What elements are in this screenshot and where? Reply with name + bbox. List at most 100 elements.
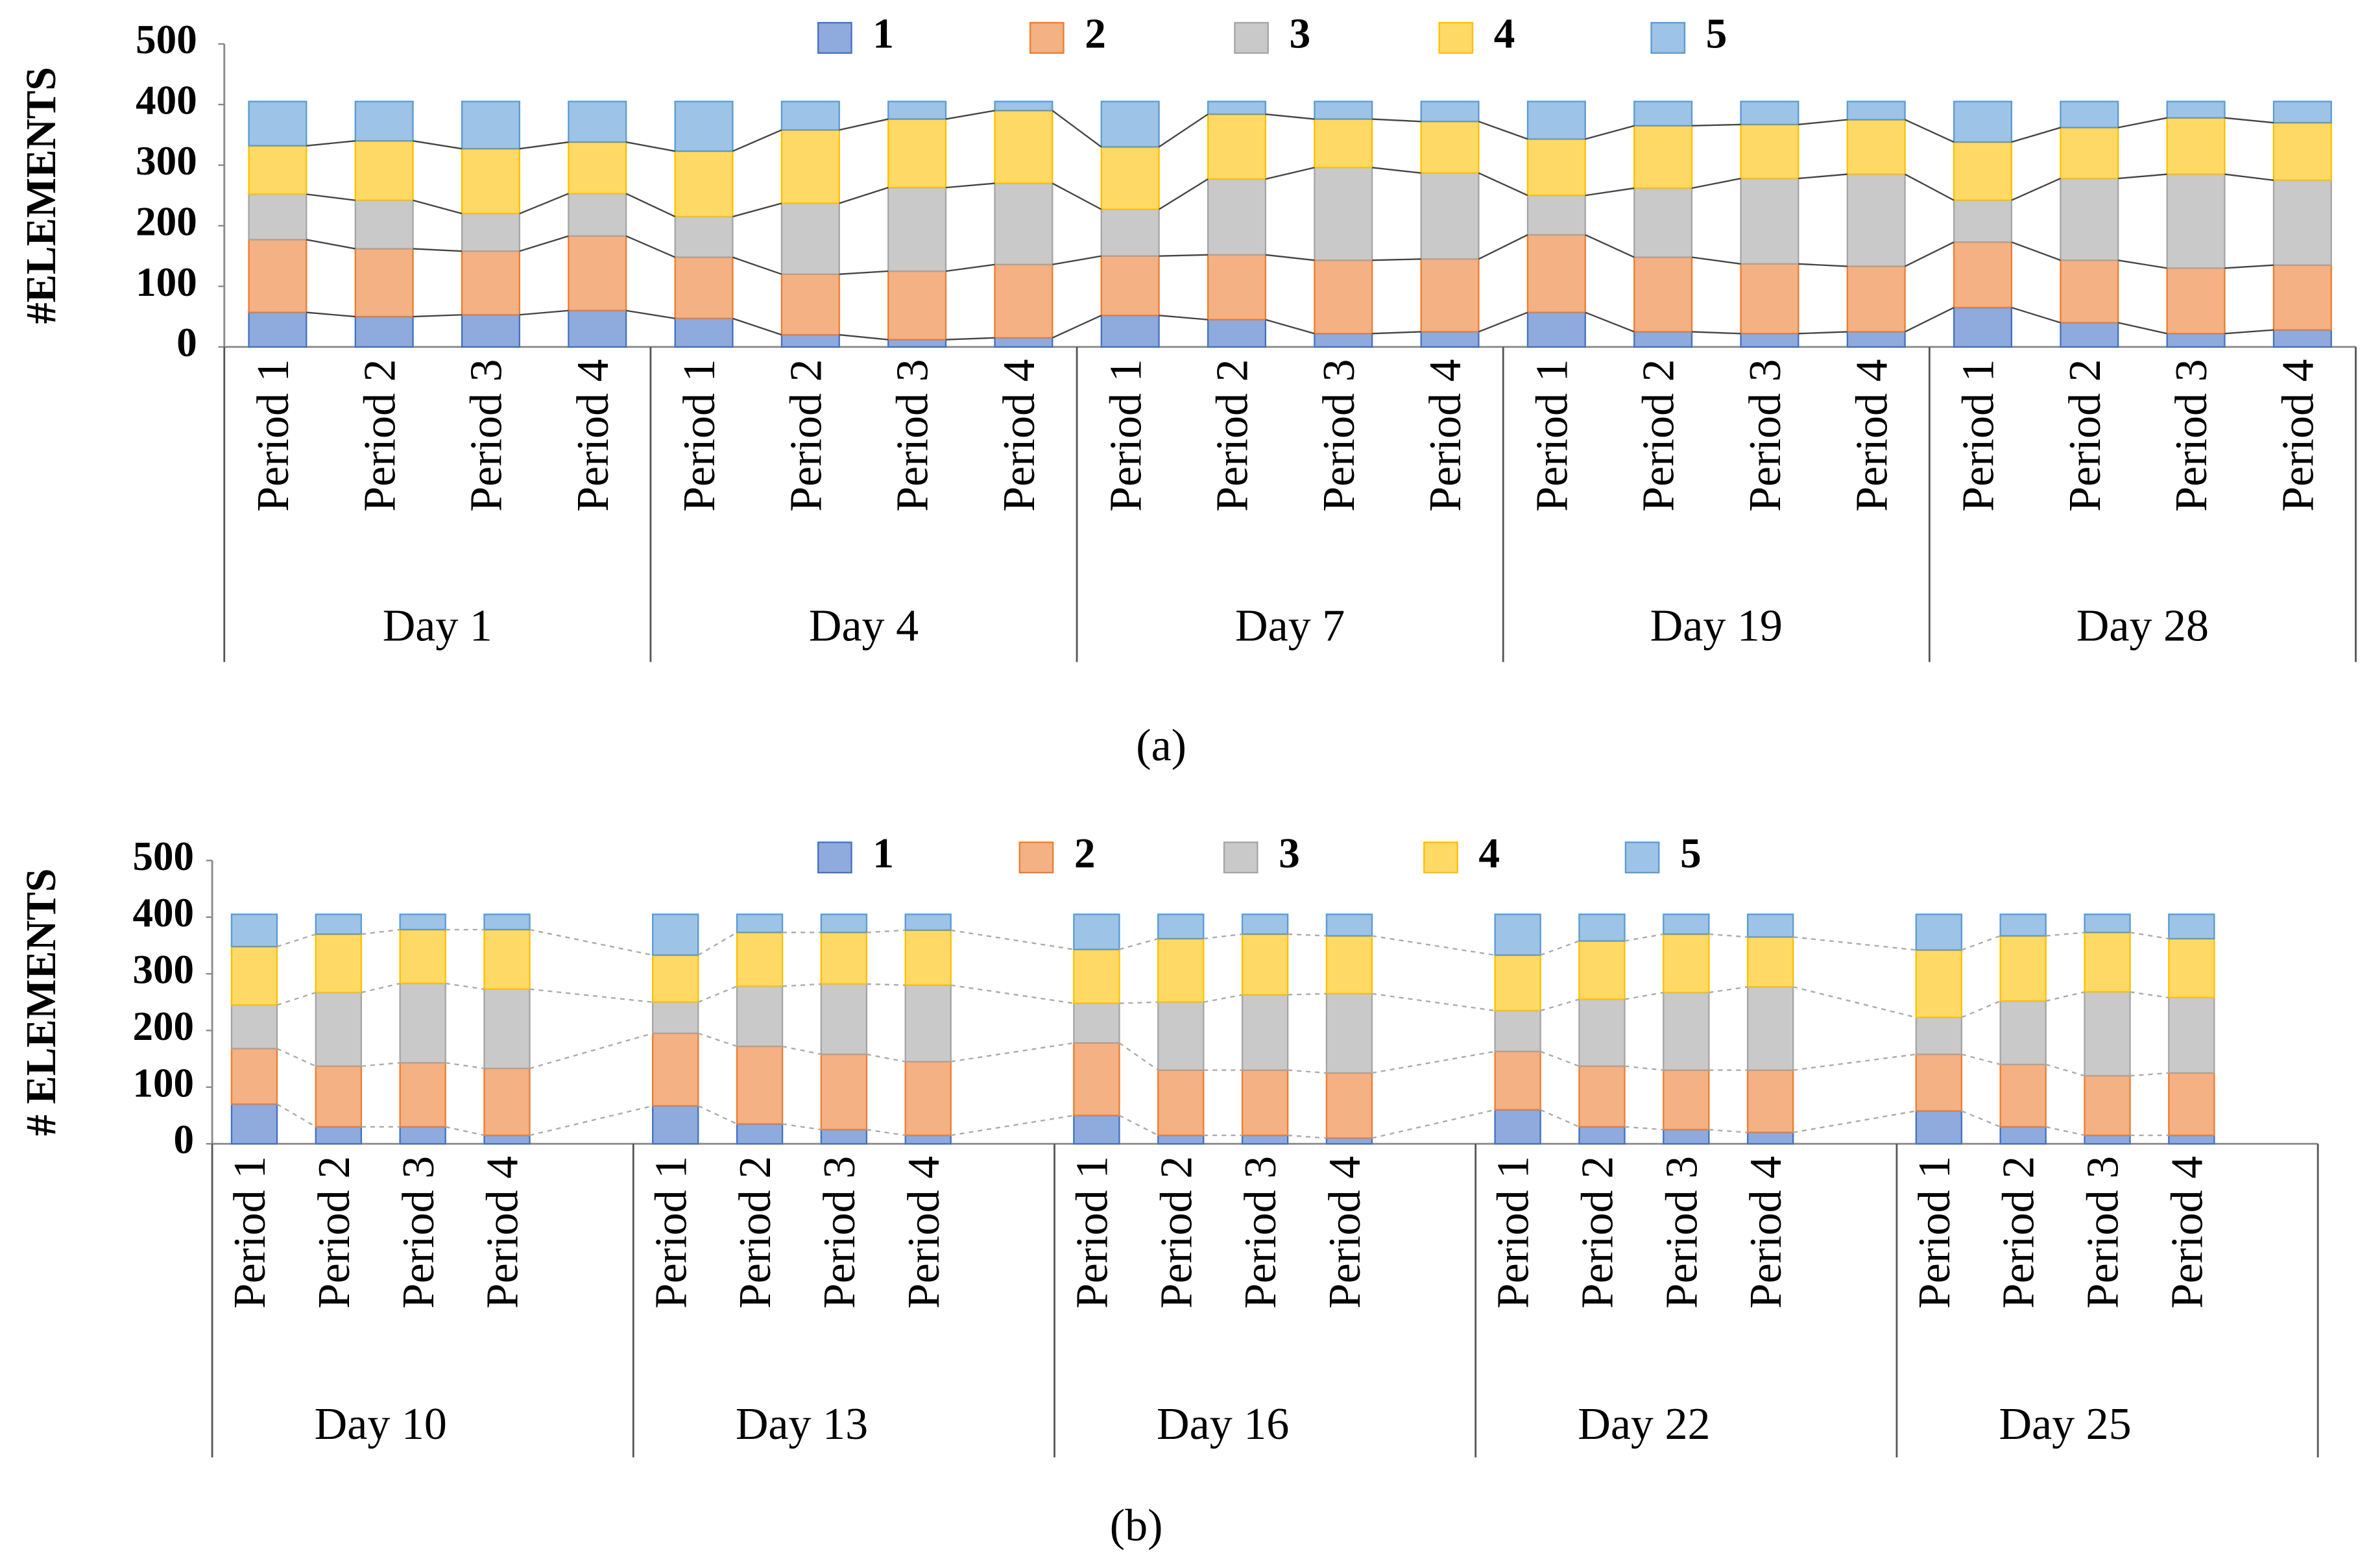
series-line: [1540, 940, 1580, 956]
legend-label: 1: [873, 830, 894, 877]
bar-segment: [315, 1065, 363, 1128]
bar-segment: [1526, 101, 1586, 140]
series-line: [1478, 172, 1528, 197]
bar-segment: [461, 314, 521, 348]
x-tick-label: Period 4: [2162, 1156, 2212, 1309]
bar-segment: [820, 1129, 868, 1145]
series-line: [1540, 998, 1580, 1011]
y-tick-label: 300: [136, 138, 197, 184]
bar-segment: [399, 928, 446, 985]
bar-segment: [230, 913, 278, 948]
bar-segment: [1663, 913, 1710, 935]
bar-segment: [1633, 125, 1693, 189]
series-line: [1798, 263, 1847, 267]
series-line: [276, 991, 317, 1006]
series-line: [413, 314, 463, 318]
series-line: [2130, 991, 2169, 998]
bar-segment: [568, 193, 627, 237]
legend-label: 3: [1289, 10, 1310, 57]
series-line: [1905, 119, 1955, 143]
series-line: [519, 193, 569, 215]
bar-segment: [1157, 913, 1205, 940]
bar-segment: [1633, 331, 1693, 348]
series-line: [782, 1123, 822, 1131]
bar-segment: [1494, 1050, 1541, 1111]
x-tick-label: Period 1: [1489, 1156, 1539, 1309]
series-line: [625, 193, 676, 217]
series-line: [1540, 1109, 1580, 1128]
bar-segment: [1953, 199, 2013, 243]
bar-segment: [399, 1126, 446, 1145]
x-tick-label: Period 2: [730, 1156, 780, 1309]
bar-segment: [1207, 101, 1267, 115]
bar-segment: [1915, 949, 1963, 1019]
bar-segment: [1073, 1115, 1120, 1145]
series-line: [1288, 1134, 1327, 1139]
series-line: [1905, 173, 1955, 201]
bar-segment: [887, 339, 947, 348]
bar-segment: [994, 110, 1053, 184]
series-line: [1905, 241, 1955, 267]
bar-segment: [674, 215, 734, 258]
bar-segment: [1915, 913, 1963, 951]
bar-segment: [1526, 138, 1586, 197]
x-tick-label: Period 2: [2060, 359, 2110, 511]
legend-swatch: [1223, 841, 1258, 874]
bar-segment: [1073, 1002, 1120, 1044]
group-label: Day 19: [1650, 601, 1783, 651]
bar-segment: [2166, 333, 2226, 348]
bar-segment: [1420, 121, 1480, 174]
series-line: [1118, 1042, 1159, 1071]
bar-segment: [1633, 256, 1693, 333]
x-tick-label: Period 2: [781, 359, 831, 511]
bar-segment: [1314, 167, 1373, 261]
bar-segment: [2166, 101, 2226, 119]
bar-segment: [354, 140, 414, 201]
bar-segment: [1494, 1009, 1541, 1052]
series-line: [2224, 173, 2274, 182]
series-line: [1905, 307, 1955, 333]
bar-segment: [652, 954, 699, 1003]
bar-segment: [904, 1134, 952, 1145]
legend-label: 4: [1478, 830, 1500, 877]
caption: (b): [1110, 1501, 1163, 1551]
bar-segment: [652, 1105, 699, 1145]
y-tick-label: 400: [136, 78, 197, 123]
series-line: [1585, 234, 1635, 258]
series-line: [529, 1105, 653, 1137]
bar-segment: [1740, 263, 1799, 335]
x-tick-label: Period 1: [1067, 1156, 1117, 1309]
bar-segment: [1207, 319, 1267, 348]
bar-segment: [230, 1048, 278, 1105]
bar-segment: [1420, 331, 1480, 348]
bar-segment: [820, 932, 868, 985]
series-line: [839, 186, 889, 204]
bar-segment: [1100, 255, 1160, 317]
series-line: [1691, 256, 1741, 265]
bar-segment: [1325, 993, 1373, 1074]
series-line: [306, 140, 355, 147]
series-line: [1691, 123, 1741, 127]
bar-segment: [461, 250, 521, 316]
series-line: [697, 932, 738, 956]
bar-segment: [1746, 913, 1794, 938]
bar-segment: [248, 239, 307, 313]
bar-segment: [568, 309, 627, 348]
y-axis-title: #ELEMENTS: [18, 67, 65, 324]
series-line: [2045, 991, 2085, 1002]
bar-segment: [1953, 141, 2013, 201]
legend-swatch: [817, 841, 852, 874]
x-tick-label: Period 1: [248, 359, 298, 511]
bar-segment: [1999, 1063, 2047, 1128]
series-line: [945, 182, 995, 189]
x-tick-label: Period 2: [309, 1156, 359, 1309]
bar-segment: [904, 929, 952, 986]
bar-segment: [1999, 913, 2047, 937]
bar-segment: [1953, 101, 2013, 143]
series-line: [950, 1115, 1074, 1137]
bar-segment: [2166, 173, 2226, 269]
bar-segment: [1314, 259, 1373, 335]
bar-segment: [652, 913, 699, 956]
x-tick-label: Period 2: [355, 359, 405, 511]
bar-segment: [1578, 940, 1626, 1000]
